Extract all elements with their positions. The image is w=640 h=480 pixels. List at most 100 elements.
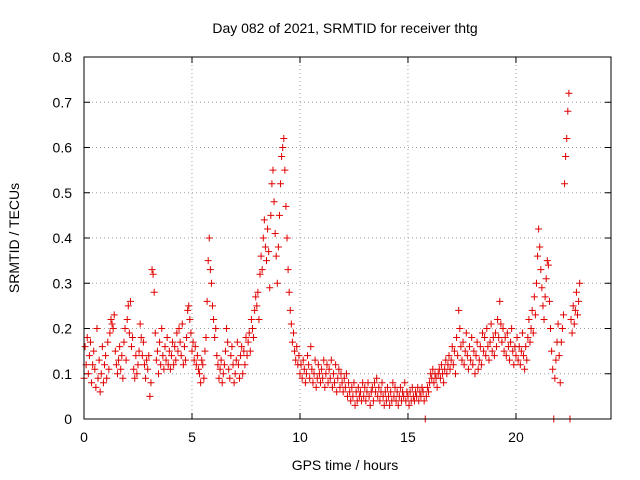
data-point — [199, 361, 207, 369]
data-point — [129, 334, 137, 342]
data-point — [572, 288, 580, 296]
data-point — [558, 325, 566, 332]
data-point — [323, 361, 331, 369]
data-point — [91, 365, 99, 373]
data-point — [120, 338, 128, 346]
data-point — [106, 329, 114, 337]
data-point — [473, 338, 481, 346]
y-tick-label: 0.7 — [53, 94, 73, 110]
data-point — [495, 334, 503, 342]
data-point — [194, 365, 202, 373]
data-point — [481, 334, 489, 342]
y-tick-label: 0.6 — [53, 140, 73, 156]
data-point — [520, 352, 528, 360]
data-point — [243, 352, 251, 360]
data-point — [242, 334, 250, 342]
x-axis-label: GPS time / hours — [292, 457, 399, 473]
data-point — [161, 343, 169, 351]
data-point — [524, 334, 532, 342]
data-point — [176, 338, 184, 346]
data-point — [292, 356, 300, 364]
data-point — [349, 392, 357, 400]
data-point — [536, 243, 544, 251]
data-point — [327, 356, 335, 364]
data-point — [145, 352, 153, 360]
data-point — [223, 325, 231, 332]
data-point — [213, 352, 221, 360]
data-point — [179, 361, 187, 369]
data-point — [376, 397, 384, 405]
data-point — [278, 153, 286, 161]
data-point — [503, 329, 511, 337]
data-point — [134, 361, 142, 369]
y-tick-label: 0.1 — [53, 366, 73, 382]
data-point — [191, 343, 199, 351]
data-point — [277, 180, 285, 188]
data-point — [549, 365, 557, 373]
data-point — [339, 388, 347, 396]
y-tick-label: 0.3 — [53, 275, 73, 291]
data-point — [312, 383, 320, 391]
data-point — [324, 379, 332, 387]
data-point — [209, 302, 217, 310]
data-point — [311, 356, 319, 364]
data-point — [540, 315, 548, 323]
y-tick-label: 0.5 — [53, 185, 73, 201]
data-point — [389, 379, 397, 387]
data-point — [102, 352, 110, 360]
data-point — [197, 379, 205, 387]
data-point — [314, 361, 322, 369]
data-point — [467, 356, 475, 364]
data-point — [116, 343, 124, 351]
data-point — [362, 397, 370, 405]
data-point — [144, 365, 152, 373]
data-point — [462, 329, 470, 337]
data-point — [563, 134, 571, 142]
data-point — [152, 356, 160, 364]
data-point — [490, 352, 498, 360]
data-point — [284, 266, 292, 274]
data-point — [252, 293, 260, 301]
data-point — [232, 356, 240, 364]
data-point — [253, 302, 261, 310]
data-point — [527, 325, 535, 332]
data-point — [513, 334, 521, 342]
data-point — [255, 315, 263, 323]
data-point — [138, 352, 146, 360]
data-point — [201, 347, 209, 355]
data-point — [296, 370, 304, 378]
axes: 0 0.1 0.2 0.3 0.4 0.5 0.6 0.7 0.8 0 5 10 15 20 — [53, 49, 611, 445]
data-point — [272, 252, 280, 260]
data-point — [482, 352, 490, 360]
data-point — [189, 338, 197, 346]
data-point — [219, 370, 227, 378]
data-point — [332, 361, 340, 369]
data-point — [494, 315, 502, 323]
data-point — [471, 370, 479, 378]
data-point — [265, 248, 273, 256]
data-point — [162, 356, 170, 364]
data-point — [119, 374, 127, 382]
data-point — [448, 343, 456, 351]
data-point — [556, 379, 564, 387]
data-point — [220, 361, 228, 369]
data-point — [542, 275, 550, 283]
data-point — [112, 361, 120, 369]
data-point — [93, 325, 101, 332]
data-point — [165, 347, 173, 355]
data-point — [149, 270, 157, 278]
data-point — [167, 352, 175, 360]
data-point — [300, 365, 308, 373]
data-point — [485, 356, 493, 364]
data-point — [464, 365, 472, 373]
data-point — [113, 370, 121, 378]
data-point — [205, 234, 213, 242]
data-point — [158, 325, 166, 332]
data-point — [507, 338, 515, 346]
data-point — [496, 297, 504, 305]
data-point — [105, 365, 113, 373]
data-point — [290, 329, 298, 337]
data-point — [275, 211, 283, 219]
data-point — [338, 379, 346, 387]
